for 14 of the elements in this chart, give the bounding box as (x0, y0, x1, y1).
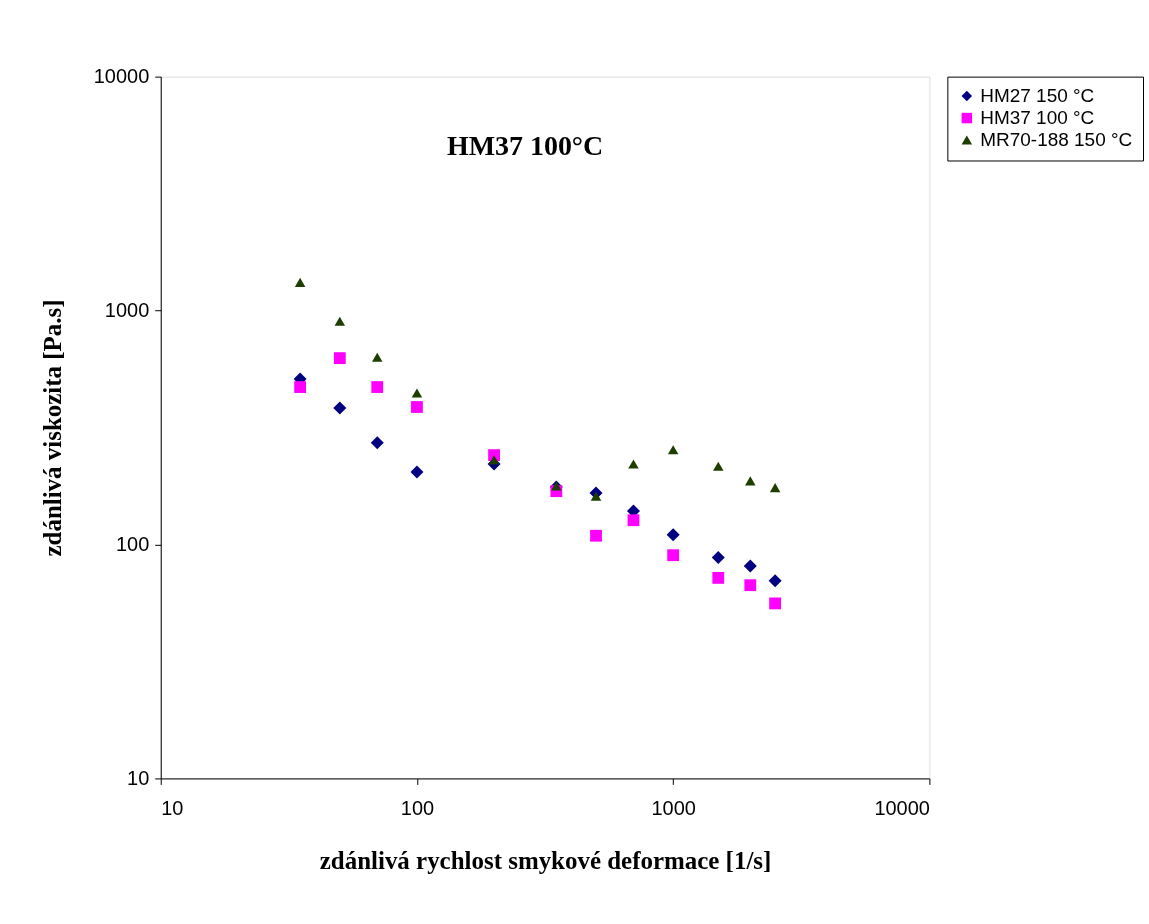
y-tick-label: 10 (127, 766, 150, 789)
y-axis-title: zdánlivá viskozita [Pa.s] (38, 299, 66, 557)
legend-label: MR70-188 150 °C (980, 129, 1133, 151)
y-tick-label: 1000 (104, 299, 150, 322)
legend-label: HM27 150 °C (980, 85, 1095, 107)
text: HM37 100°C (446, 130, 604, 162)
y-tick-label: 100 (115, 532, 150, 555)
legend-label: HM37 100 °C (980, 107, 1095, 129)
y-tick-label: 10000 (93, 65, 150, 88)
x-tick-label: 10000 (874, 796, 930, 819)
x-tick-label: 10 (161, 796, 184, 819)
x-tick-label: 1000 (651, 796, 696, 819)
x-tick-label: 100 (400, 796, 435, 819)
x-axis-title: zdánlivá rychlost smykové deformace [1/s] (319, 846, 772, 874)
